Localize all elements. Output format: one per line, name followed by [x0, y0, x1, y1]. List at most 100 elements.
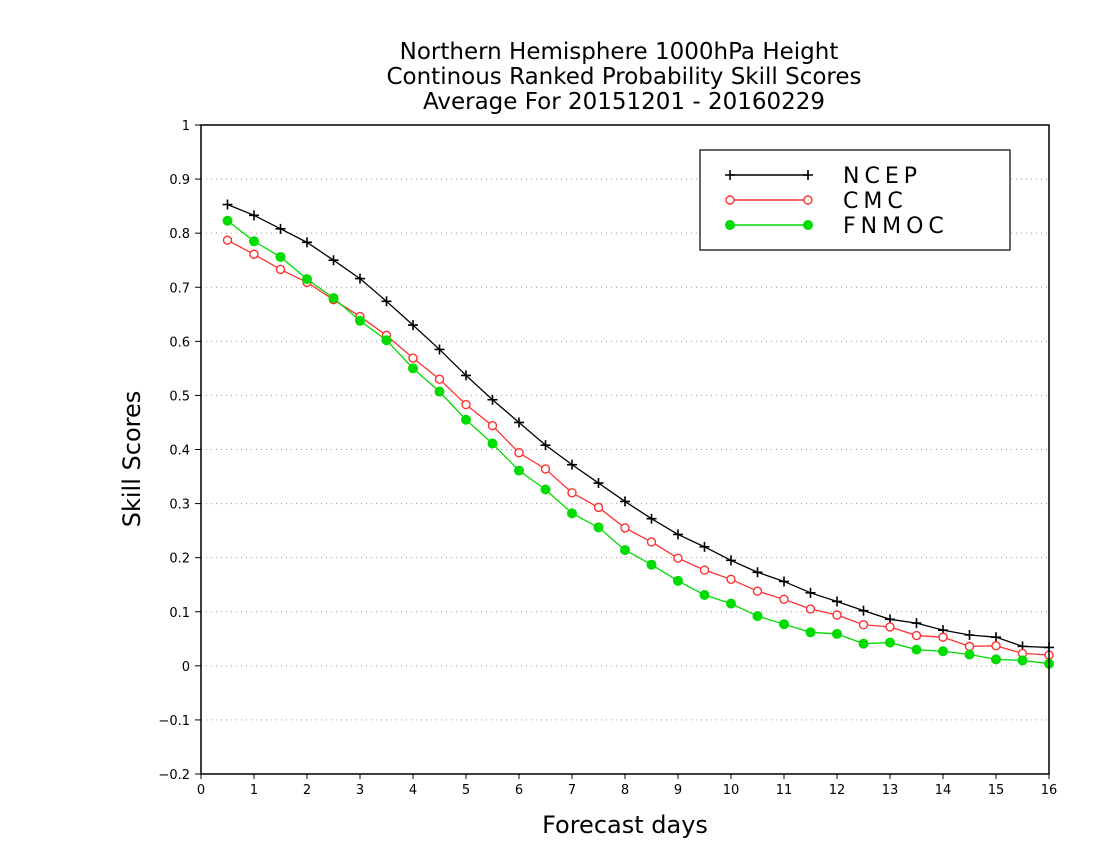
y-tick-label: −0.2 — [158, 768, 190, 783]
y-axis-label: Skill Scores — [118, 391, 146, 528]
data-point — [699, 541, 710, 552]
data-point — [991, 641, 1001, 651]
data-point — [805, 604, 816, 614]
data-point — [461, 399, 471, 410]
x-axis-label: Forecast days — [542, 811, 708, 839]
data-point — [567, 488, 577, 498]
title-line-3: Average For 20151201 - 20160229 — [423, 89, 825, 115]
x-tick-label: 14 — [935, 783, 952, 798]
legend-marker — [725, 219, 736, 230]
series-line — [227, 203, 1050, 649]
chart-title: Northern Hemisphere 1000hPa Height Conti… — [386, 39, 861, 115]
data-point — [991, 632, 1001, 643]
data-point — [752, 611, 763, 622]
x-tick-label: 8 — [621, 783, 629, 798]
y-tick-label: 0.8 — [169, 227, 190, 242]
series-line — [227, 220, 1050, 665]
data-point — [938, 632, 948, 642]
data-point — [249, 249, 259, 259]
legend-label: CMC — [843, 189, 908, 214]
data-point — [832, 596, 842, 607]
data-point — [275, 251, 286, 262]
axes: −0.2−0.100.10.20.30.40.50.60.70.80.910 1 2… — [158, 119, 1057, 798]
data-point — [858, 620, 869, 630]
data-point — [222, 235, 233, 245]
x-tick-label: 12 — [829, 783, 846, 798]
y-tick-label: −0.1 — [158, 714, 190, 729]
legend-marker — [725, 195, 735, 205]
data-point — [355, 273, 365, 284]
x-tick-label: 9 — [674, 783, 682, 798]
data-point — [858, 605, 869, 616]
data-point — [752, 586, 763, 596]
data-point — [593, 502, 604, 513]
data-point — [832, 610, 842, 620]
data-point — [964, 649, 975, 660]
data-point — [911, 618, 922, 629]
data-point — [991, 654, 1002, 665]
data-point — [646, 559, 657, 570]
data-point — [593, 478, 604, 489]
data-point — [408, 320, 418, 331]
data-point — [593, 522, 604, 533]
y-tick-label: 0.7 — [169, 281, 190, 296]
legend-label: FNMOC — [843, 214, 949, 239]
x-tick-label: 11 — [776, 783, 793, 798]
data-point — [699, 589, 710, 600]
data-point — [832, 628, 843, 639]
data-point — [885, 637, 896, 648]
data-point — [222, 199, 233, 210]
data-point — [434, 344, 445, 355]
y-tick-label: 0.3 — [169, 498, 190, 513]
x-tick-label: 3 — [356, 783, 364, 798]
data-point — [514, 448, 524, 458]
series — [222, 199, 1055, 669]
data-point — [302, 237, 312, 248]
data-point — [752, 567, 763, 578]
data-point — [540, 484, 551, 495]
data-point — [620, 545, 631, 556]
data-point — [646, 513, 657, 524]
data-point — [1017, 655, 1028, 666]
y-tick-label: 0.2 — [169, 552, 190, 567]
legend-marker — [803, 219, 814, 230]
data-point — [461, 370, 471, 381]
data-point — [805, 587, 816, 598]
x-tick-label: 5 — [462, 783, 470, 798]
data-point — [434, 374, 445, 384]
data-point — [726, 574, 736, 584]
series-cmc — [222, 235, 1054, 660]
y-tick-label: 0.5 — [169, 389, 190, 404]
legend-item-ncep: NCEP — [725, 164, 922, 189]
data-point — [354, 315, 365, 326]
data-point — [514, 465, 525, 476]
title-line-2: Continous Ranked Probability Skill Score… — [386, 64, 861, 90]
data-point — [381, 296, 392, 307]
data-point — [858, 638, 869, 649]
y-tick-label: 0.1 — [169, 606, 190, 621]
data-point — [964, 641, 975, 652]
x-tick-label: 4 — [409, 783, 417, 798]
y-tick-label: 0.4 — [169, 444, 190, 459]
data-point — [779, 576, 789, 587]
data-point — [620, 496, 630, 507]
x-tick-label: 0 — [197, 783, 205, 798]
data-point — [620, 523, 630, 533]
y-tick-label: 0.9 — [169, 173, 190, 188]
data-point — [911, 630, 922, 641]
data-point — [460, 414, 471, 425]
data-point — [514, 417, 524, 428]
y-tick-label: 0.6 — [169, 335, 190, 350]
legend-marker — [803, 170, 813, 180]
title-line-1: Northern Hemisphere 1000hPa Height — [400, 39, 839, 65]
legend-label: NCEP — [843, 164, 922, 189]
x-tick-label: 1 — [250, 783, 258, 798]
data-point — [911, 644, 922, 655]
x-tick-label: 6 — [515, 783, 523, 798]
data-point — [938, 646, 949, 657]
legend-item-cmc: CMC — [725, 189, 908, 214]
data-point — [567, 508, 578, 519]
y-tick-label: 1 — [182, 119, 190, 134]
data-point — [726, 598, 737, 609]
